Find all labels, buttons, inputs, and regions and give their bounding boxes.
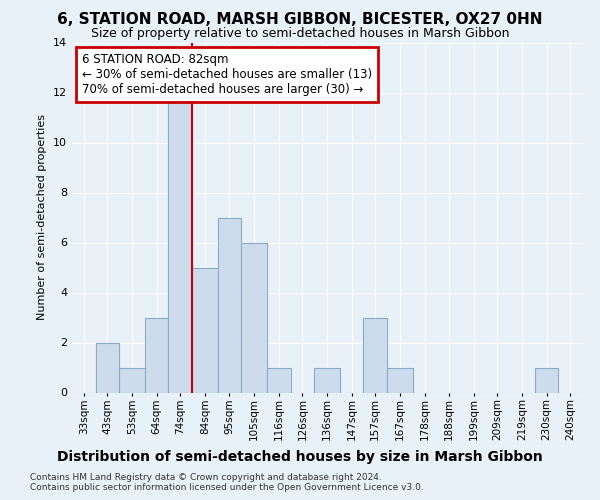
- Bar: [314, 368, 340, 392]
- Bar: [119, 368, 145, 392]
- Text: 6 STATION ROAD: 82sqm
← 30% of semi-detached houses are smaller (13)
70% of semi: 6 STATION ROAD: 82sqm ← 30% of semi-deta…: [82, 53, 373, 96]
- Text: 6, STATION ROAD, MARSH GIBBON, BICESTER, OX27 0HN: 6, STATION ROAD, MARSH GIBBON, BICESTER,…: [57, 12, 543, 28]
- Bar: [145, 318, 169, 392]
- Text: Contains HM Land Registry data © Crown copyright and database right 2024.: Contains HM Land Registry data © Crown c…: [30, 472, 382, 482]
- Bar: [218, 218, 241, 392]
- Bar: [364, 318, 387, 392]
- Bar: [387, 368, 413, 392]
- Bar: [535, 368, 559, 392]
- Text: Contains public sector information licensed under the Open Government Licence v3: Contains public sector information licen…: [30, 484, 424, 492]
- Bar: [192, 268, 218, 392]
- Bar: [267, 368, 290, 392]
- Y-axis label: Number of semi-detached properties: Number of semi-detached properties: [37, 114, 47, 320]
- Bar: [241, 242, 267, 392]
- Text: Distribution of semi-detached houses by size in Marsh Gibbon: Distribution of semi-detached houses by …: [57, 450, 543, 464]
- Bar: [169, 92, 192, 393]
- Bar: [95, 342, 119, 392]
- Text: Size of property relative to semi-detached houses in Marsh Gibbon: Size of property relative to semi-detach…: [91, 28, 509, 40]
